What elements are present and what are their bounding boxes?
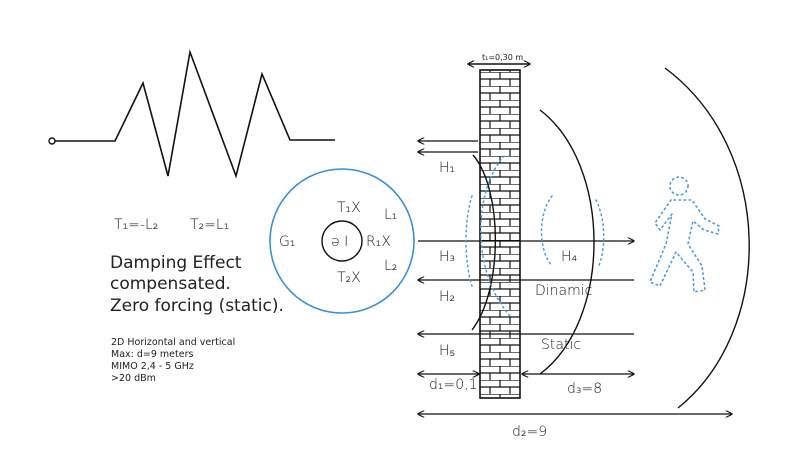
sensor-node-boundary [269, 168, 415, 314]
label-dinamic: Dinamic [535, 283, 592, 299]
sensor-core [321, 220, 363, 262]
node-r1: R₁X [366, 234, 391, 250]
node-l1: L₁ [384, 207, 397, 223]
spec-line-2: Max: d=9 meters [111, 349, 193, 360]
resistor-zigzag-icon [48, 48, 335, 179]
spec-line-3: MIMO 2,4 - 5 GHz [111, 361, 194, 372]
d1-label: d₁=0,1 [429, 377, 478, 393]
d2-label: d₂=9 [512, 424, 547, 440]
wave-h4: H₄ [561, 249, 578, 265]
sensor-core-label: ə I [331, 234, 348, 250]
statement-line-3: Zero forcing (static). [110, 296, 284, 316]
formula-t2: T₂=L₁ [190, 217, 229, 233]
wave-h1: H₁ [439, 160, 455, 176]
brick-wall-icon [479, 69, 521, 399]
wave-arc-far [664, 67, 750, 409]
spec-line-1: 2D Horizontal and vertical [111, 337, 235, 348]
wave-h2: H₂ [439, 289, 455, 305]
wave-arc-mid [539, 109, 595, 375]
statement-line-1: Damping Effect [110, 253, 242, 273]
node-t1: T₁X [337, 200, 361, 216]
node-g1: G₁ [279, 234, 295, 250]
node-l2: L₂ [384, 258, 397, 274]
formula-t1: T₁=-L₂ [114, 217, 158, 233]
d3-label: d₃=8 [567, 381, 602, 397]
sensor-node: ə I G₁ T₁X T₂X R₁X L₁ L₂ [269, 168, 415, 314]
label-static: Static [541, 337, 581, 353]
wave-h5: H₅ [439, 343, 455, 359]
wave-arc-near [471, 154, 496, 331]
wall-thickness-label: t₁=0,30 m [482, 53, 523, 62]
wave-h3: H₃ [439, 249, 455, 265]
statement-line-2: compensated. [110, 274, 231, 294]
spec-line-4: >20 dBm [111, 373, 156, 384]
dynamic-wave-dotted [465, 155, 605, 317]
signal-arrows [418, 141, 634, 334]
node-t2: T₂X [337, 270, 361, 286]
walking-person-icon [648, 176, 720, 293]
